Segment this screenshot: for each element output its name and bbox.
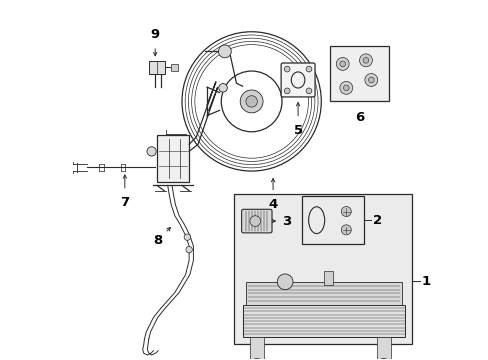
Text: 3: 3: [245, 215, 291, 228]
Circle shape: [249, 216, 260, 226]
Circle shape: [339, 61, 345, 67]
Circle shape: [336, 58, 348, 70]
Circle shape: [374, 359, 392, 360]
FancyBboxPatch shape: [281, 63, 314, 97]
Text: 6: 6: [354, 111, 364, 125]
Bar: [171, 64, 177, 71]
Bar: [376, 337, 390, 360]
Bar: [246, 282, 401, 305]
Circle shape: [240, 90, 263, 113]
Text: 5: 5: [293, 124, 302, 137]
Circle shape: [305, 88, 311, 94]
Bar: [233, 194, 411, 344]
Text: 4: 4: [268, 198, 277, 211]
Circle shape: [341, 225, 350, 235]
Circle shape: [284, 88, 289, 94]
Text: 9: 9: [150, 28, 160, 41]
Bar: [301, 196, 364, 244]
Circle shape: [367, 77, 373, 83]
Circle shape: [343, 85, 348, 91]
Circle shape: [284, 66, 289, 72]
Bar: [157, 135, 189, 182]
Circle shape: [305, 66, 311, 72]
Bar: [329, 46, 388, 102]
Circle shape: [341, 207, 350, 216]
Circle shape: [247, 359, 265, 360]
Circle shape: [185, 247, 192, 253]
Text: 2: 2: [372, 214, 382, 227]
Text: 1: 1: [421, 275, 429, 288]
Circle shape: [364, 73, 377, 86]
Circle shape: [277, 274, 292, 290]
Circle shape: [184, 234, 190, 240]
Circle shape: [363, 58, 368, 63]
Circle shape: [218, 84, 227, 92]
Bar: [242, 305, 405, 337]
Circle shape: [147, 147, 156, 156]
Bar: [249, 337, 264, 360]
Text: 7: 7: [120, 196, 129, 209]
Bar: [324, 271, 332, 285]
Circle shape: [359, 54, 372, 67]
Circle shape: [218, 45, 231, 58]
FancyBboxPatch shape: [241, 209, 271, 233]
Circle shape: [245, 96, 257, 107]
Text: 8: 8: [153, 228, 170, 247]
Bar: [149, 61, 164, 74]
Circle shape: [339, 81, 352, 94]
